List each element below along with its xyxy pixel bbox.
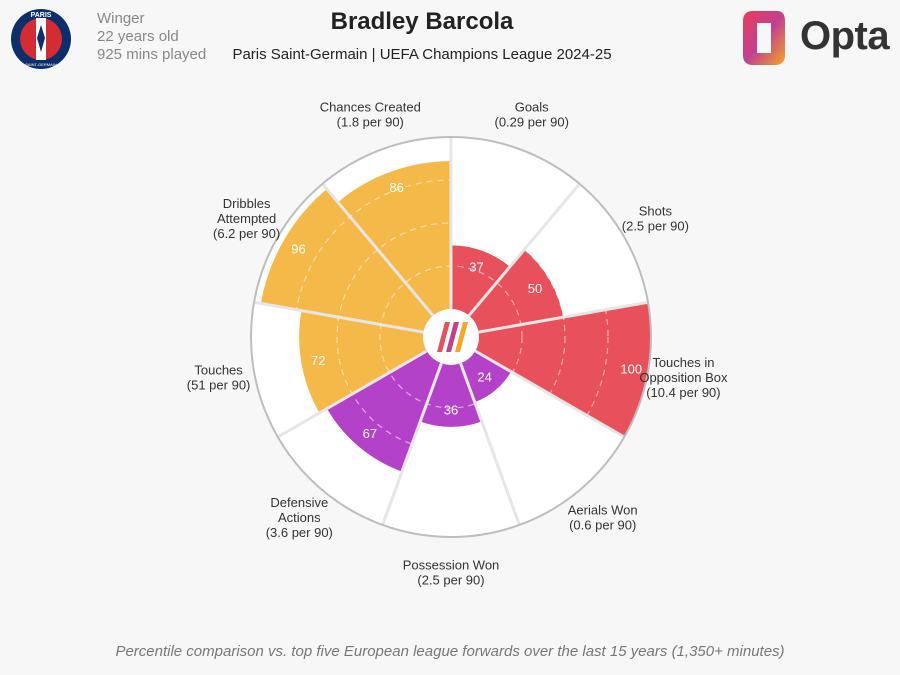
- category-label: Touches in Opposition Box (10.4 per 90): [639, 355, 728, 400]
- center-logo-icon: [437, 322, 468, 352]
- spoke: [321, 182, 435, 317]
- player-info: Winger 22 years old 925 mins played: [97, 10, 206, 64]
- spoke: [474, 349, 625, 439]
- footnote: Percentile comparison vs. top five Europ…: [115, 643, 785, 660]
- value-label: 36: [444, 402, 458, 417]
- bar-touches-in-opposition-box: [475, 302, 651, 437]
- chart-title: Bradley Barcola: [330, 8, 514, 35]
- crest-top-text: PARIS: [31, 12, 52, 19]
- category-label: Touches (51 per 90): [187, 362, 251, 392]
- player-age: 22 years old: [97, 28, 179, 45]
- player-position: Winger: [97, 10, 145, 27]
- opta-logo-icon: [743, 11, 785, 65]
- value-label: 96: [291, 241, 305, 256]
- opta-wordmark: Opta: [800, 14, 890, 58]
- value-label: 86: [389, 180, 403, 195]
- category-label: Shots (2.5 per 90): [622, 204, 689, 234]
- category-label: Chances Created (1.8 per 90): [320, 100, 421, 130]
- value-label: 72: [311, 353, 325, 368]
- category-label: Goals (0.29 per 90): [494, 100, 568, 130]
- spoke: [459, 362, 521, 526]
- value-label: 37: [469, 259, 483, 274]
- bar-goals: [451, 245, 510, 316]
- spoke: [478, 300, 649, 334]
- bar-possession-won: [420, 363, 482, 427]
- value-label: 24: [477, 370, 491, 385]
- value-label: 67: [363, 426, 377, 441]
- crest-bottom-text: SAINT-GERMAIN: [25, 62, 57, 67]
- gridline-50: [336, 222, 566, 452]
- player-minutes: 925 mins played: [97, 46, 207, 63]
- bar-aerials-won: [460, 351, 511, 403]
- category-label: Aerials Won (0.6 per 90): [568, 502, 638, 532]
- category-label: Possession Won (2.5 per 90): [403, 558, 500, 588]
- bar-touches: [299, 310, 427, 413]
- outer-ring: [250, 136, 652, 538]
- value-label: 50: [528, 281, 542, 296]
- category-label: Dribbles Attempted (6.2 per 90): [213, 196, 280, 241]
- spoke: [277, 349, 428, 439]
- category-label: Defensive Actions (3.6 per 90): [266, 495, 333, 540]
- bar-dribbles-attempted: [260, 189, 434, 333]
- spoke: [381, 362, 443, 526]
- spoke: [467, 182, 581, 317]
- value-label: 100: [620, 361, 642, 376]
- bar-shots: [468, 249, 564, 333]
- chart-subtitle: Paris Saint-Germain | UEFA Champions Lea…: [232, 46, 612, 63]
- spoke: [253, 300, 424, 334]
- psg-crest: PARIS SAINT-GERMAIN: [11, 9, 71, 69]
